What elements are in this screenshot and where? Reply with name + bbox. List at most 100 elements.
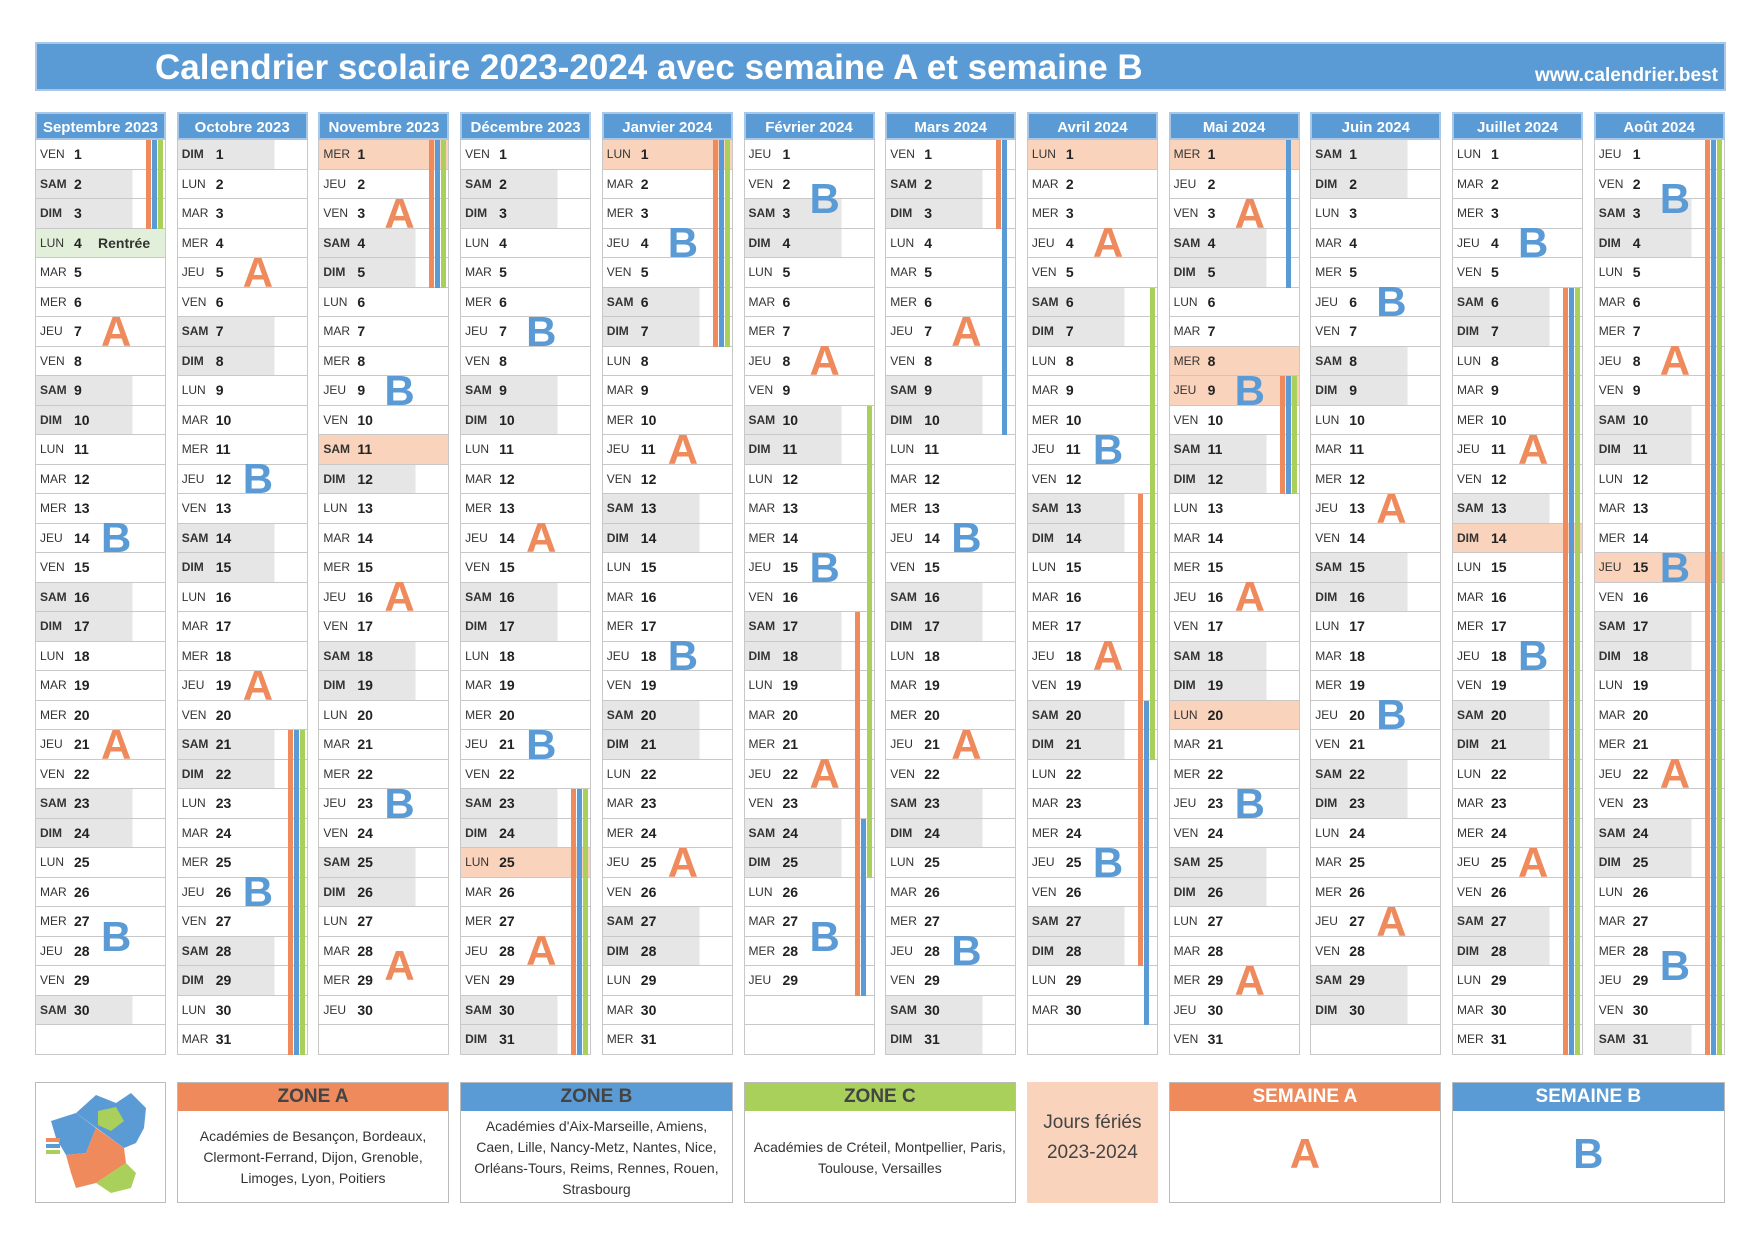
weekday: VEN bbox=[1173, 1032, 1199, 1046]
day-number: 19 bbox=[924, 677, 940, 693]
day-number: 22 bbox=[1207, 765, 1224, 782]
day-number: 3 bbox=[1632, 205, 1641, 221]
weekday: DIM bbox=[181, 973, 204, 987]
day-cell: JEU 27 bbox=[1310, 907, 1442, 937]
day-cell: VEN 6 bbox=[176, 287, 308, 317]
day-cell: SAM 21 bbox=[176, 730, 308, 760]
day-cell: MER 27 bbox=[35, 907, 166, 937]
weekday: DIM bbox=[1598, 648, 1621, 663]
day-cell: SAM 4 bbox=[318, 228, 450, 258]
day-cell: JEU 26 bbox=[176, 877, 308, 907]
week-letter: B bbox=[809, 175, 840, 222]
weekday: MAR bbox=[181, 412, 209, 427]
day-cell: MER 1 bbox=[1168, 140, 1300, 170]
day-number: 10 bbox=[1349, 411, 1365, 428]
day-number: 20 bbox=[357, 706, 373, 723]
day-cell: DIM 24 bbox=[460, 818, 592, 848]
day-cell: MAR 2 bbox=[601, 169, 733, 199]
week-letter: B bbox=[809, 912, 840, 960]
day-number: 12 bbox=[1491, 470, 1507, 487]
weekday: VEN bbox=[1457, 678, 1482, 692]
day-number: 26 bbox=[1349, 883, 1365, 900]
day-number: 28 bbox=[357, 942, 373, 959]
day-cell: MAR 9 bbox=[1452, 376, 1583, 406]
weekday: SAM bbox=[1598, 412, 1626, 427]
day-cell: MAR 31 bbox=[176, 1025, 308, 1055]
weekday: DIM bbox=[465, 1032, 488, 1046]
day-number: 15 bbox=[1349, 559, 1365, 575]
day-number: 8 bbox=[1632, 352, 1641, 369]
day-number: 1 bbox=[1065, 146, 1074, 162]
day-number: 25 bbox=[640, 854, 657, 870]
day-cell: VEN 7 bbox=[1310, 317, 1442, 347]
map-box bbox=[35, 1082, 166, 1203]
day-cell: LUN 19 bbox=[1593, 671, 1725, 701]
day-cell: DIM 4 bbox=[743, 228, 875, 258]
day-cell: LUN 1 bbox=[1026, 140, 1158, 170]
day-number: 6 bbox=[1207, 293, 1216, 310]
weekday: LUN bbox=[40, 442, 65, 456]
day-cell: MER 17 bbox=[1026, 612, 1158, 642]
map-key bbox=[46, 1144, 60, 1148]
weekday: LUN bbox=[181, 176, 206, 191]
day-cell: MAR 7 bbox=[1168, 317, 1300, 347]
week-letter: B bbox=[667, 632, 699, 680]
month-header: Novembre 2023 bbox=[318, 112, 450, 140]
day-number: 11 bbox=[924, 441, 939, 457]
weekday: LUN bbox=[890, 235, 915, 250]
day-number: 26 bbox=[499, 883, 515, 900]
day-cell: VEN 2 bbox=[743, 169, 875, 199]
day-number: 3 bbox=[1349, 205, 1358, 221]
weekday: SAM bbox=[1173, 442, 1201, 456]
day-cell: LUN 12 bbox=[1593, 464, 1725, 494]
day-cell: VEN 19 bbox=[601, 671, 733, 701]
day-cell: MER 13 bbox=[35, 494, 166, 524]
vacation-band bbox=[1137, 494, 1143, 966]
weekday: JEU bbox=[465, 943, 488, 958]
weekday: MER bbox=[1598, 737, 1626, 751]
day-cell bbox=[743, 995, 875, 1025]
day-cell: DIM 28 bbox=[601, 936, 733, 966]
day-number: 12 bbox=[640, 470, 657, 487]
weekday: VEN bbox=[1031, 471, 1057, 486]
day-cell: LUN 29 bbox=[601, 966, 733, 996]
day-cell: LUN 3 bbox=[1310, 199, 1442, 229]
weekday: VEN bbox=[1457, 265, 1482, 279]
day-number: 13 bbox=[1207, 500, 1224, 516]
day-cell: LUN 19 bbox=[743, 671, 875, 701]
weekday: MER bbox=[1457, 412, 1484, 427]
day-cell: MAR 11 bbox=[1310, 435, 1442, 465]
day-cell: JEU 19 bbox=[176, 671, 308, 701]
day-number: 9 bbox=[1207, 382, 1216, 398]
weekday: DIM bbox=[606, 530, 629, 545]
week-letter: B bbox=[384, 779, 415, 827]
day-number: 3 bbox=[1207, 205, 1216, 221]
day-cell: MER 8 bbox=[318, 346, 450, 376]
day-cell: DIM 7 bbox=[601, 317, 733, 347]
weekday: VEN bbox=[1598, 176, 1624, 191]
day-cell: MER 20 bbox=[885, 700, 1017, 730]
vacation-band bbox=[152, 140, 157, 229]
day-cell: MAR 30 bbox=[1026, 995, 1158, 1025]
day-number: 16 bbox=[1632, 588, 1649, 605]
weekday: MER bbox=[748, 943, 776, 958]
weekday: LUN bbox=[1173, 707, 1198, 722]
day-cell: DIM 19 bbox=[1168, 671, 1300, 701]
day-number: 21 bbox=[1349, 736, 1365, 752]
day-cell: DIM 16 bbox=[1310, 582, 1442, 612]
day-number: 20 bbox=[215, 706, 232, 723]
weekday: VEN bbox=[1031, 678, 1057, 692]
day-number: 5 bbox=[357, 264, 366, 280]
week-letter: A bbox=[242, 661, 274, 709]
weekday: DIM bbox=[748, 648, 771, 663]
day-cell: SAM 30 bbox=[885, 995, 1017, 1025]
day-number: 18 bbox=[499, 647, 515, 664]
week-letter: B bbox=[384, 366, 415, 414]
weekday: VEN bbox=[1173, 825, 1199, 840]
day-number: 26 bbox=[1491, 883, 1507, 900]
weekday: MAR bbox=[465, 884, 492, 899]
weekday: JEU bbox=[1031, 855, 1055, 869]
weekday: VEN bbox=[181, 914, 207, 928]
week-letter: A bbox=[526, 514, 557, 562]
weekday: DIM bbox=[1031, 530, 1054, 545]
